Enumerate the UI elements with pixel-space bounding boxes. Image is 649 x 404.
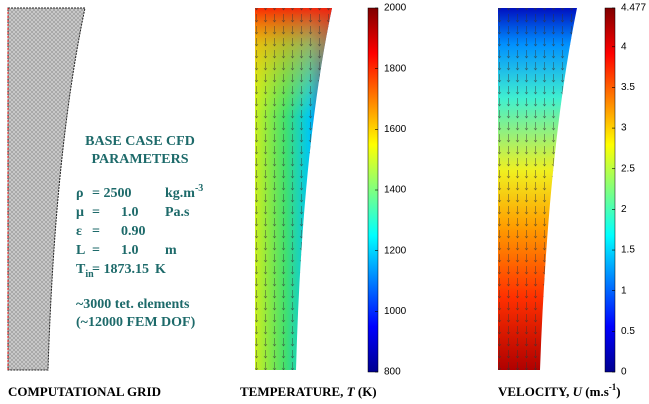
caption-symbol: T	[347, 384, 356, 399]
param-value: = 0.90	[92, 224, 145, 239]
caption-grid: COMPUTATIONAL GRID	[8, 384, 161, 399]
param-symbol: Tin	[76, 262, 94, 280]
caption-temperature: TEMPERATURE, T (K)	[240, 384, 377, 399]
unit-sup: -3	[195, 183, 203, 194]
colorbar-tick-label: 800	[384, 367, 401, 378]
colorbar-tick-label: 1200	[384, 245, 407, 256]
velocity-colorbar	[604, 7, 616, 373]
colorbar-tick-label: 2.5	[621, 163, 635, 174]
colorbar-tick-label: 1800	[384, 63, 407, 74]
mesh-info: ~3000 tet. elements	[76, 297, 190, 312]
colorbar-tick-label: 4	[621, 41, 627, 52]
colorbar-tick-label: 0	[621, 367, 627, 378]
symbol: T	[76, 262, 86, 277]
temperature-arrows	[255, 8, 332, 370]
caption-text: TEMPERATURE,	[240, 384, 347, 399]
caption-end: )	[616, 384, 620, 399]
param-value: = 1.0	[92, 205, 138, 220]
caption-unit-sup: -1	[609, 382, 617, 392]
velocity-arrows	[498, 8, 577, 370]
caption-text: VELOCITY,	[498, 384, 573, 399]
colorbar-tick-label: 1.5	[621, 245, 635, 256]
colorbar-tick-label: 4.477	[621, 3, 646, 14]
params-title: BASE CASE CFD	[85, 134, 195, 149]
colorbar-tick-label: 1400	[384, 185, 407, 196]
param-unit: K	[155, 262, 166, 277]
param-value: = 2500	[92, 186, 131, 201]
mesh-domain	[7, 7, 86, 371]
param-value: = 1.0	[92, 243, 138, 258]
colorbar-tick-label: 1	[621, 285, 627, 296]
colorbar-tick-label: 1600	[384, 124, 407, 135]
param-unit: Pa.s	[165, 205, 190, 220]
colorbar-tick-label: 2	[621, 204, 627, 215]
param-unit: kg.m-3	[165, 183, 203, 201]
param-symbol: μ	[76, 205, 84, 220]
params-title: PARAMETERS	[92, 152, 189, 167]
colorbar-tick-label: 0.5	[621, 326, 635, 337]
colorbar-tick-label: 3	[621, 123, 627, 134]
colorbar-tick-label: 1000	[384, 306, 407, 317]
param-value: = 1873.15	[92, 262, 149, 277]
caption-symbol: U	[573, 384, 583, 399]
unit: kg.m	[165, 186, 195, 201]
param-symbol: L	[76, 243, 85, 258]
caption-unit: (m.s	[582, 384, 609, 399]
param-symbol: ε	[76, 224, 82, 239]
caption-unit: (K)	[355, 384, 377, 399]
colorbar-tick-label: 3.5	[621, 82, 635, 93]
symbol-sub: in	[85, 269, 94, 280]
mesh-info: (~12000 FEM DOF)	[76, 315, 196, 330]
param-unit: m	[165, 243, 177, 258]
colorbar-tick-label: 2000	[384, 3, 407, 14]
caption-velocity: VELOCITY, U (m.s-1)	[498, 382, 621, 399]
param-symbol: ρ	[76, 186, 84, 201]
